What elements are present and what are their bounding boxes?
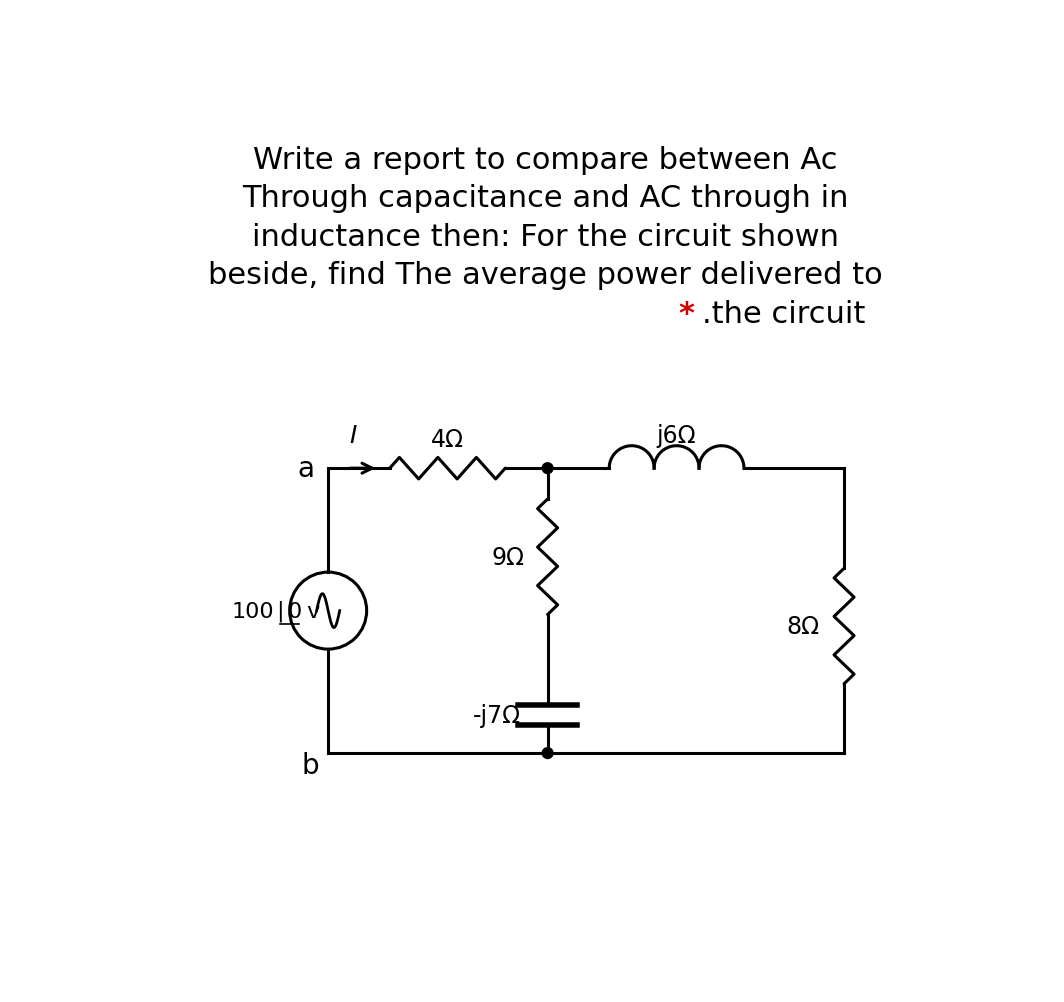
Text: 8Ω: 8Ω [786,614,819,638]
Text: |: | [277,600,284,622]
Text: -j7Ω: -j7Ω [472,702,520,726]
Text: 0: 0 [287,601,301,621]
Text: a: a [297,455,314,483]
Text: .the circuit: .the circuit [701,300,865,329]
Text: Through capacitance and AC through in: Through capacitance and AC through in [242,184,849,213]
Circle shape [543,747,553,759]
Text: inductance then: For the circuit shown: inductance then: For the circuit shown [252,222,838,252]
Text: 100: 100 [232,601,275,621]
Text: *: * [679,300,705,329]
Text: 9Ω: 9Ω [492,545,525,569]
Text: j6Ω: j6Ω [656,423,697,447]
Text: v: v [300,601,320,621]
Text: b: b [301,752,319,779]
Text: 4Ω: 4Ω [431,428,464,452]
Text: beside, find The average power delivered to: beside, find The average power delivered… [207,261,883,290]
Text: I: I [349,423,356,447]
Text: Write a report to compare between Ac: Write a report to compare between Ac [253,145,837,174]
Circle shape [543,463,553,474]
